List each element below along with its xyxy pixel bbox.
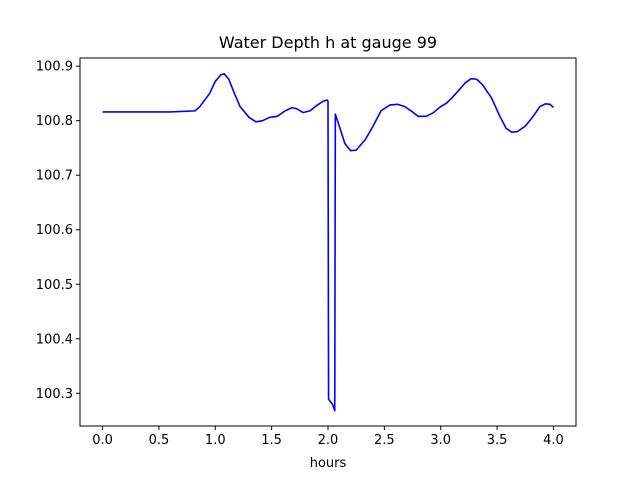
x-axis-label: hours (310, 456, 347, 471)
x-tick-label: 1.0 (205, 433, 226, 448)
x-tick-label: 3.0 (430, 433, 451, 448)
x-tick-label: 1.5 (261, 433, 282, 448)
water-depth-series-line (102, 73, 555, 412)
x-tick-label: 2.5 (374, 433, 395, 448)
y-tick-label: 100.8 (36, 114, 73, 129)
x-tick-label: 0.5 (149, 433, 170, 448)
x-tick-label: 4.0 (543, 433, 564, 448)
y-tick-label: 100.5 (36, 278, 73, 293)
chart-title: Water Depth h at gauge 99 (219, 33, 437, 52)
x-tick-label: 3.5 (487, 433, 508, 448)
plot-area (102, 73, 555, 412)
x-tick-label: 0.0 (92, 433, 113, 448)
y-tick-label: 100.3 (36, 387, 73, 402)
y-axis: 100.3 100.4 100.5 100.6 100.7 100.8 100.9 (36, 60, 80, 402)
x-tick-label: 2.0 (318, 433, 339, 448)
y-tick-label: 100.9 (36, 60, 73, 75)
y-tick-label: 100.6 (36, 223, 73, 238)
y-tick-label: 100.7 (36, 169, 73, 184)
y-tick-label: 100.4 (36, 332, 73, 347)
axes-frame (79, 57, 577, 427)
x-axis: 0.0 0.5 1.0 1.5 2.0 2.5 3.0 3.5 4.0 (92, 426, 564, 448)
